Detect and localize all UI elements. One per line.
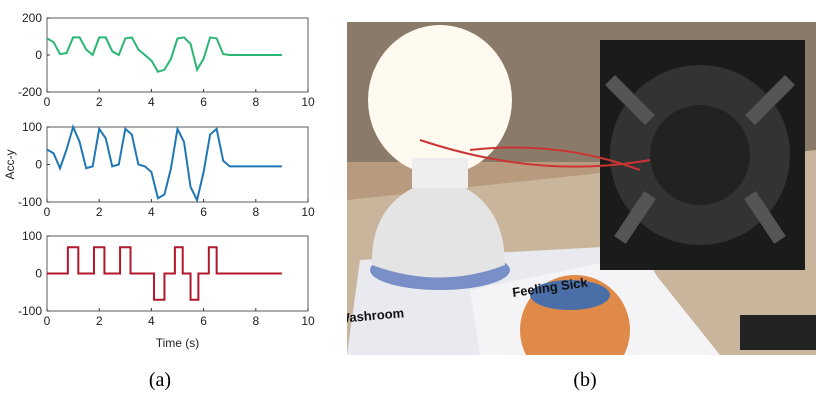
caption: (b) (573, 369, 596, 391)
x-tick-label: 6 (200, 205, 207, 219)
y-tick-label: 100 (22, 229, 42, 243)
x-tick-label: 0 (44, 314, 51, 328)
x-tick-label: 4 (148, 95, 155, 109)
signal-line (47, 247, 282, 300)
x-tick-label: 8 (252, 95, 259, 109)
x-tick-label: 2 (96, 95, 103, 109)
x-tick-label: 2 (96, 314, 103, 328)
x-axis-label: Time (s) (156, 336, 200, 350)
y-tick-label: -100 (18, 195, 42, 209)
y-tick-label: 0 (35, 267, 42, 281)
x-tick-label: 6 (200, 314, 207, 328)
y-axis-label: Acc-y (3, 150, 17, 180)
x-tick-label: 8 (252, 314, 259, 328)
x-tick-label: 4 (148, 314, 155, 328)
signal-line (47, 127, 282, 200)
y-tick-label: -100 (18, 304, 42, 318)
x-tick-label: 8 (252, 205, 259, 219)
y-tick-label: 100 (22, 120, 42, 134)
x-tick-label: 10 (301, 314, 315, 328)
x-tick-label: 10 (301, 205, 315, 219)
x-tick-label: 10 (301, 95, 315, 109)
y-tick-label: 200 (22, 11, 42, 25)
photo: Feeling Sick Washroom (337, 22, 816, 385)
caption: (a) (149, 369, 171, 391)
figure: Feeling Sick Washroom (a) (b) -200020002… (0, 0, 816, 395)
x-tick-label: 2 (96, 205, 103, 219)
x-tick-label: 0 (44, 95, 51, 109)
x-tick-label: 6 (200, 95, 207, 109)
y-tick-label: -200 (18, 85, 42, 99)
signal-line (47, 37, 282, 71)
y-tick-label: 0 (35, 48, 42, 62)
y-tick-label: 0 (35, 158, 42, 172)
x-tick-label: 4 (148, 205, 155, 219)
x-tick-label: 0 (44, 205, 51, 219)
